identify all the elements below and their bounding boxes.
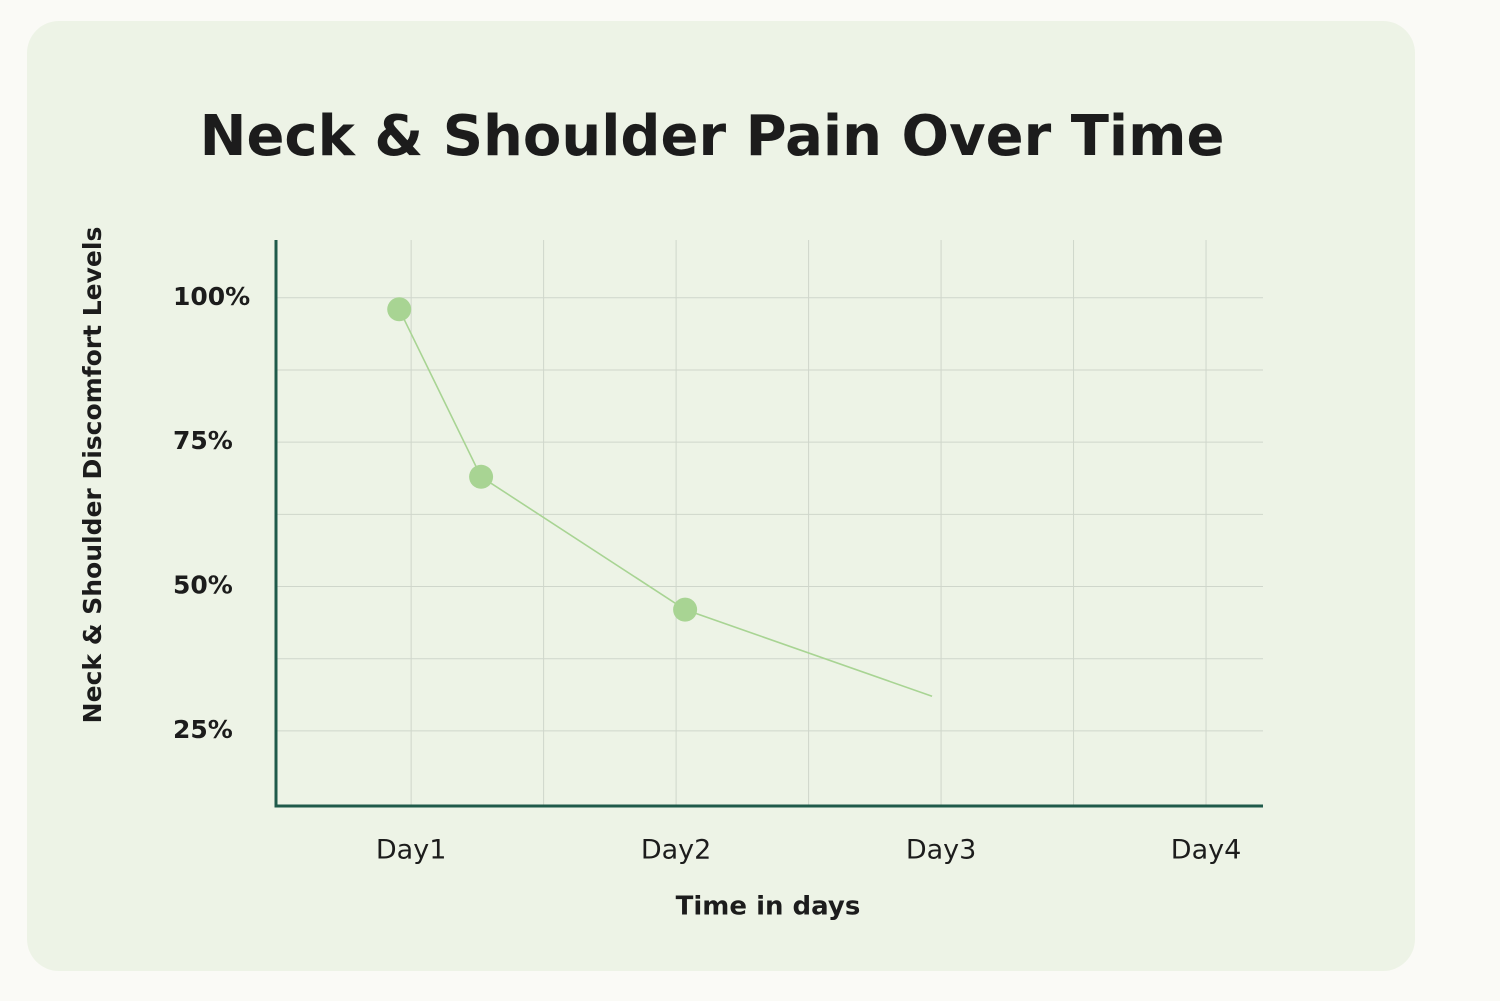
chart-title: Neck & Shoulder Pain Over Time bbox=[200, 104, 1225, 169]
x-tick-label: Day4 bbox=[1171, 835, 1242, 866]
point bbox=[387, 297, 412, 322]
card bbox=[27, 21, 1415, 971]
y-tick-label: 75% bbox=[173, 426, 233, 455]
x-tick-label: Day2 bbox=[641, 835, 712, 866]
axis bbox=[274, 240, 1263, 808]
y-tick-label: 100% bbox=[173, 282, 250, 311]
y-tick-label: 50% bbox=[173, 571, 233, 600]
x-tick-label: Day1 bbox=[376, 835, 447, 866]
point bbox=[469, 464, 494, 489]
y-tick-label: 25% bbox=[173, 715, 233, 744]
line bbox=[398, 308, 933, 698]
y-axis-label: Neck & Shoulder Discomfort Levels bbox=[78, 227, 107, 724]
point bbox=[673, 597, 698, 622]
x-tick-label: Day3 bbox=[906, 835, 977, 866]
x-axis-label: Time in days bbox=[676, 892, 861, 922]
